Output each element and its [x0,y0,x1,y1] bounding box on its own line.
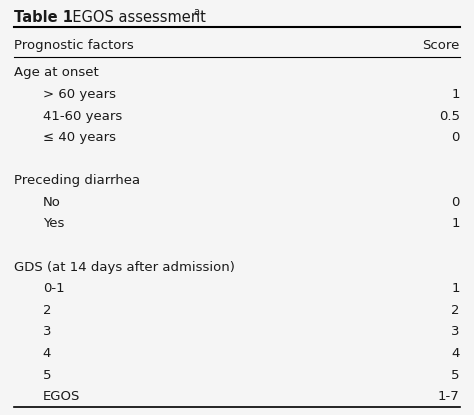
Text: 1: 1 [451,217,460,230]
Text: Preceding diarrhea: Preceding diarrhea [14,174,140,187]
Text: 4: 4 [451,347,460,360]
Text: a: a [193,7,200,17]
Text: 1: 1 [451,88,460,101]
Text: . EGOS assessment: . EGOS assessment [63,10,206,25]
Text: 1: 1 [451,282,460,295]
Text: 2: 2 [43,304,51,317]
Text: EGOS: EGOS [43,390,80,403]
Text: 0: 0 [451,196,460,209]
Text: 41-60 years: 41-60 years [43,110,122,122]
Text: Yes: Yes [43,217,64,230]
Text: 4: 4 [43,347,51,360]
Text: Table 1: Table 1 [14,10,73,25]
Text: 3: 3 [451,325,460,338]
Text: 0: 0 [451,131,460,144]
Text: Prognostic factors: Prognostic factors [14,39,134,52]
Text: ≤ 40 years: ≤ 40 years [43,131,116,144]
Text: 0.5: 0.5 [439,110,460,122]
Text: GDS (at 14 days after admission): GDS (at 14 days after admission) [14,261,235,273]
Text: No: No [43,196,61,209]
Text: 3: 3 [43,325,51,338]
Text: > 60 years: > 60 years [43,88,116,101]
Text: 5: 5 [451,369,460,381]
Text: Age at onset: Age at onset [14,66,99,79]
Text: 1-7: 1-7 [438,390,460,403]
Text: 0-1: 0-1 [43,282,64,295]
Text: 5: 5 [43,369,51,381]
Text: Score: Score [422,39,460,52]
Text: 2: 2 [451,304,460,317]
